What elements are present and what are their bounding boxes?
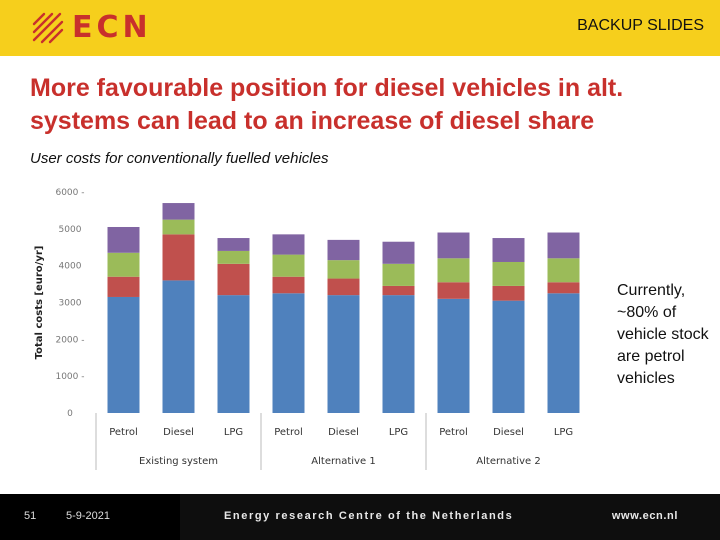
ecn-logo-icon xyxy=(32,12,64,44)
y-axis-label: Total costs [euro/yr] xyxy=(34,246,45,360)
bar-segment xyxy=(217,295,250,413)
bar-segment xyxy=(492,261,525,286)
bar-segment xyxy=(382,285,415,296)
bar-segment xyxy=(162,234,195,281)
page-number: 51 xyxy=(24,510,37,522)
bar-segment xyxy=(107,296,140,413)
bar-segment xyxy=(107,252,140,277)
bar-segment xyxy=(492,238,525,262)
bar-segment xyxy=(272,254,305,277)
chart-subtitle: User costs for conventionally fuelled ve… xyxy=(30,150,329,167)
y-tick-label: 5000 xyxy=(59,225,82,235)
category-label: Diesel xyxy=(163,427,194,438)
bar-segment xyxy=(382,295,415,413)
section-label: BACKUP SLIDES xyxy=(577,17,704,34)
y-tick-label: 1000 - xyxy=(55,372,84,382)
bar-segment xyxy=(492,285,525,301)
bar-segment xyxy=(162,203,195,220)
bar-segment xyxy=(272,293,305,413)
slide-title: More favourable position for diesel vehi… xyxy=(30,74,624,135)
bar-segment xyxy=(162,219,195,235)
bar-segment xyxy=(547,293,580,413)
footer-url: www.ecn.nl xyxy=(611,510,678,522)
category-label: Petrol xyxy=(109,427,138,438)
bar-segment xyxy=(162,280,195,413)
bar-segment xyxy=(107,276,140,297)
side-note: Currently, ~80% of vehicle stock are pet… xyxy=(617,282,709,387)
bar-segment xyxy=(107,226,140,253)
stacked-bar-chart: Total costs [euro/yr] 0 1000 - 2000 - 3000 40… xyxy=(34,188,580,470)
category-label: Diesel xyxy=(493,427,524,438)
footer-left-panel xyxy=(0,494,180,540)
footer-organisation: Energy research Centre of the Netherland… xyxy=(224,510,514,522)
header-bar: ECN BACKUP SLIDES xyxy=(0,0,720,56)
bar-segment xyxy=(437,232,470,259)
category-label: LPG xyxy=(224,427,243,438)
bar-segment xyxy=(437,258,470,283)
bar-segment xyxy=(547,232,580,259)
y-tick-label: 4000 xyxy=(59,262,82,272)
bar-segment xyxy=(382,263,415,286)
bar-segment xyxy=(547,282,580,294)
group-label: Alternative 2 xyxy=(476,456,540,467)
category-label: Petrol xyxy=(274,427,303,438)
bar-segment xyxy=(272,276,305,294)
logo-text: ECN xyxy=(72,10,152,45)
bar-segment xyxy=(327,278,360,296)
category-label: LPG xyxy=(389,427,408,438)
bar-segment xyxy=(327,295,360,413)
bar-segment xyxy=(327,260,360,279)
bar-segment xyxy=(437,298,470,413)
bar-segment xyxy=(217,263,250,296)
y-tick-label: 3000 xyxy=(59,299,82,309)
bar-segment xyxy=(327,239,360,261)
bar-segment xyxy=(547,258,580,283)
category-label: Petrol xyxy=(439,427,468,438)
bar-segment xyxy=(272,234,305,255)
category-label: LPG xyxy=(554,427,573,438)
bar-segment xyxy=(217,238,250,251)
bar-segment xyxy=(217,250,250,264)
footer-date: 5-9-2021 xyxy=(66,510,111,522)
category-label: Diesel xyxy=(328,427,359,438)
bar-segment xyxy=(437,282,470,299)
ecn-logo: ECN xyxy=(30,10,152,46)
y-tick-label: 2000 - xyxy=(55,335,84,345)
bar-segment xyxy=(492,300,525,413)
bar-segment xyxy=(382,241,415,264)
group-label: Alternative 1 xyxy=(311,456,375,467)
group-label: Existing system xyxy=(139,456,218,467)
y-tick-label: 6000 - xyxy=(55,188,84,198)
y-tick-label: 0 xyxy=(67,409,73,419)
footer-bar: 51 5-9-2021 Energy research Centre of th… xyxy=(0,494,720,540)
